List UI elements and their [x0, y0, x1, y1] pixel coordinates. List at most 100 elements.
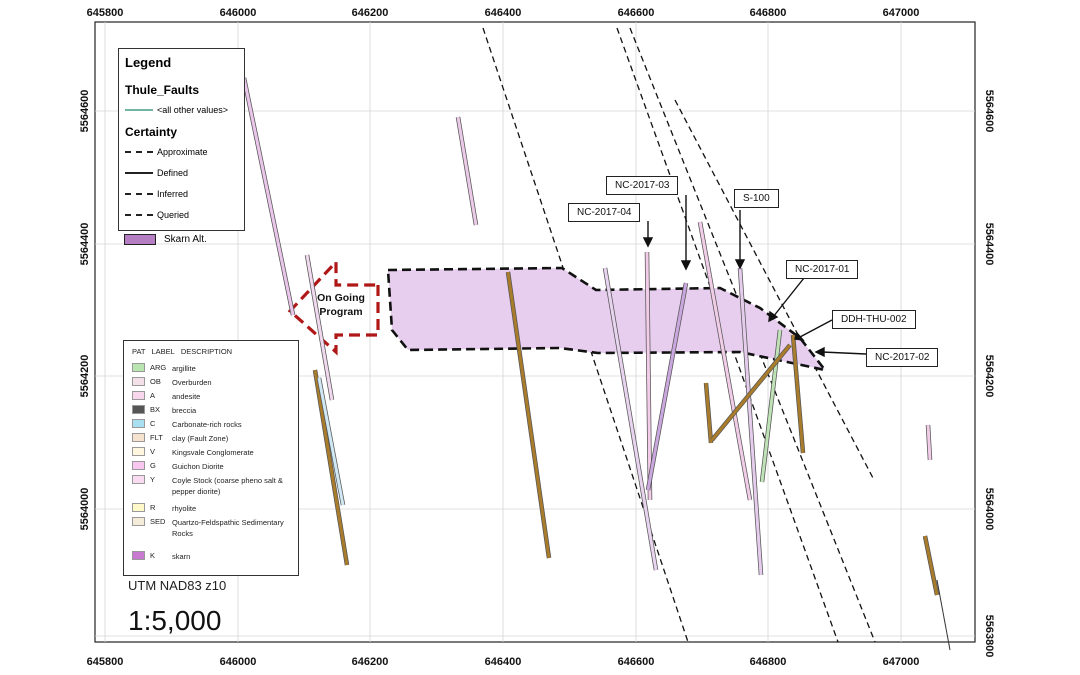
lithology-row: G Guichon Diorite [132, 461, 292, 472]
drillhole-trace [316, 377, 346, 506]
lithology-code: K [150, 551, 156, 560]
lithology-swatch [132, 551, 145, 560]
certainty-heading: Certainty [125, 125, 178, 139]
lithology-description: Guichon Diorite [172, 462, 224, 471]
drillholes [241, 77, 951, 651]
callout-nc-2017-02: NC-2017-02 [866, 348, 939, 367]
program-label: On Going Program [317, 292, 365, 318]
lithology-description: argillite [172, 364, 196, 373]
skarn-label: Skarn Alt. [164, 234, 207, 245]
bottom-tick-label: 646200 [352, 656, 389, 668]
lithology-description: skarn [172, 552, 191, 561]
top-tick-label: 646800 [750, 7, 787, 19]
legend-title: Legend [125, 55, 172, 70]
drillhole-trace [645, 282, 689, 491]
drillhole-trace [455, 116, 479, 226]
bottom-tick-label: 645800 [87, 656, 124, 668]
certainty-label: Approximate [157, 147, 208, 157]
lithology-swatch [132, 461, 145, 470]
lithology-code: V [150, 447, 156, 456]
lithology-description: Overburden [172, 378, 212, 387]
lithology-swatch [132, 391, 145, 400]
lithology-code: ARG [150, 363, 167, 372]
right-axis: 5564600 5564400 5564200 5564000 5563800 [983, 90, 995, 658]
legend-row-approximate: Approximate [125, 147, 208, 157]
queried-swatch [125, 214, 153, 216]
fault-swatch [125, 109, 153, 111]
lithology-swatch [132, 475, 145, 484]
left-axis: 5564600 5564400 5564200 5564000 [79, 90, 91, 531]
top-axis: 645800 646000 646200 646400 646600 64680… [87, 7, 920, 19]
top-tick-label: 646400 [485, 7, 522, 19]
drillhole-trace [922, 535, 940, 596]
lithology-swatch [132, 433, 145, 442]
left-tick-label: 5564400 [79, 223, 91, 266]
lithology-code: SED [150, 517, 166, 526]
left-tick-label: 5564000 [79, 488, 91, 531]
scale-label: 1:5,000 [128, 605, 222, 636]
lithology-legend: PAT LABEL DESCRIPTION ARG argillite OB Over… [123, 340, 299, 576]
drillhole-trace [241, 77, 296, 316]
certainty-label: Queried [157, 210, 190, 220]
drillhole-trace [697, 221, 753, 501]
lithology-swatch [132, 377, 145, 386]
lithology-swatch [132, 419, 145, 428]
drillhole-trace [505, 271, 552, 559]
lithology-description: breccia [172, 406, 197, 415]
lithology-code: FLT [150, 433, 163, 442]
drillhole-trace [737, 267, 764, 576]
bottom-tick-label: 646600 [618, 656, 655, 668]
skarn-legend: Skarn Alt. [124, 234, 207, 245]
lithology-code: A [150, 391, 156, 400]
lithology-row: FLT clay (Fault Zone) [132, 433, 292, 444]
bottom-tick-label: 646000 [220, 656, 257, 668]
drillhole-trace [703, 382, 714, 444]
lithology-code: R [150, 503, 156, 512]
top-tick-label: 646600 [618, 7, 655, 19]
lithology-description: Quartzo-Feldspathic Sedimentary Rocks [172, 518, 284, 538]
callout-nc-2017-04: NC-2017-04 [568, 203, 641, 222]
lithology-header: PAT LABEL DESCRIPTION [132, 347, 232, 356]
program-arrow [287, 257, 380, 356]
lithology-description: rhyolite [172, 504, 197, 513]
lithology-row: OB Overburden [132, 377, 292, 388]
bottom-tick-label: 646800 [750, 656, 787, 668]
lithology-description: Carbonate-rich rocks [172, 420, 242, 429]
drillhole-trace [312, 369, 350, 566]
drillhole-trace [925, 424, 933, 461]
bottom-tick-label: 647000 [883, 656, 920, 668]
lithology-swatch [132, 363, 145, 372]
bottom-axis: 645800 646000 646200 646400 646600 64680… [87, 656, 920, 668]
lith-header-desc: DESCRIPTION [180, 347, 233, 356]
right-tick-label: 5563800 [983, 615, 995, 658]
lithology-row: V Kingsvale Conglomerate [132, 447, 292, 458]
lithology-swatch [132, 517, 145, 526]
drillhole-trace [644, 251, 653, 501]
lithology-row: SED Quartzo-Feldspathic Sedimentary Rocks [132, 517, 292, 539]
right-tick-label: 5564200 [983, 355, 995, 398]
lithology-description: andesite [172, 392, 201, 401]
drillhole-trace [304, 254, 335, 401]
legend-row-inferred: Inferred [125, 189, 188, 199]
certainty-label: Defined [157, 168, 189, 178]
lithology-row: ARG argillite [132, 363, 292, 374]
top-tick-label: 646200 [352, 7, 389, 19]
projection-label: UTM NAD83 z10 [128, 578, 227, 593]
callout-ddh-thu-002: DDH-THU-002 [832, 310, 916, 329]
lith-header-pat: PAT [132, 347, 146, 356]
lithology-row: C Carbonate-rich rocks [132, 419, 292, 430]
drillhole-trace [936, 579, 951, 651]
legend-row-faults: <all other values> [125, 105, 228, 115]
lithology-code: G [150, 461, 156, 470]
fault-line [616, 27, 839, 643]
lithology-swatch [132, 503, 145, 512]
lithology-code: C [150, 419, 156, 428]
approximate-swatch [125, 151, 153, 153]
inferred-swatch [125, 193, 153, 195]
skarn-swatch [124, 234, 156, 245]
lithology-description: clay (Fault Zone) [172, 434, 229, 443]
legend-row-queried: Queried [125, 210, 189, 220]
